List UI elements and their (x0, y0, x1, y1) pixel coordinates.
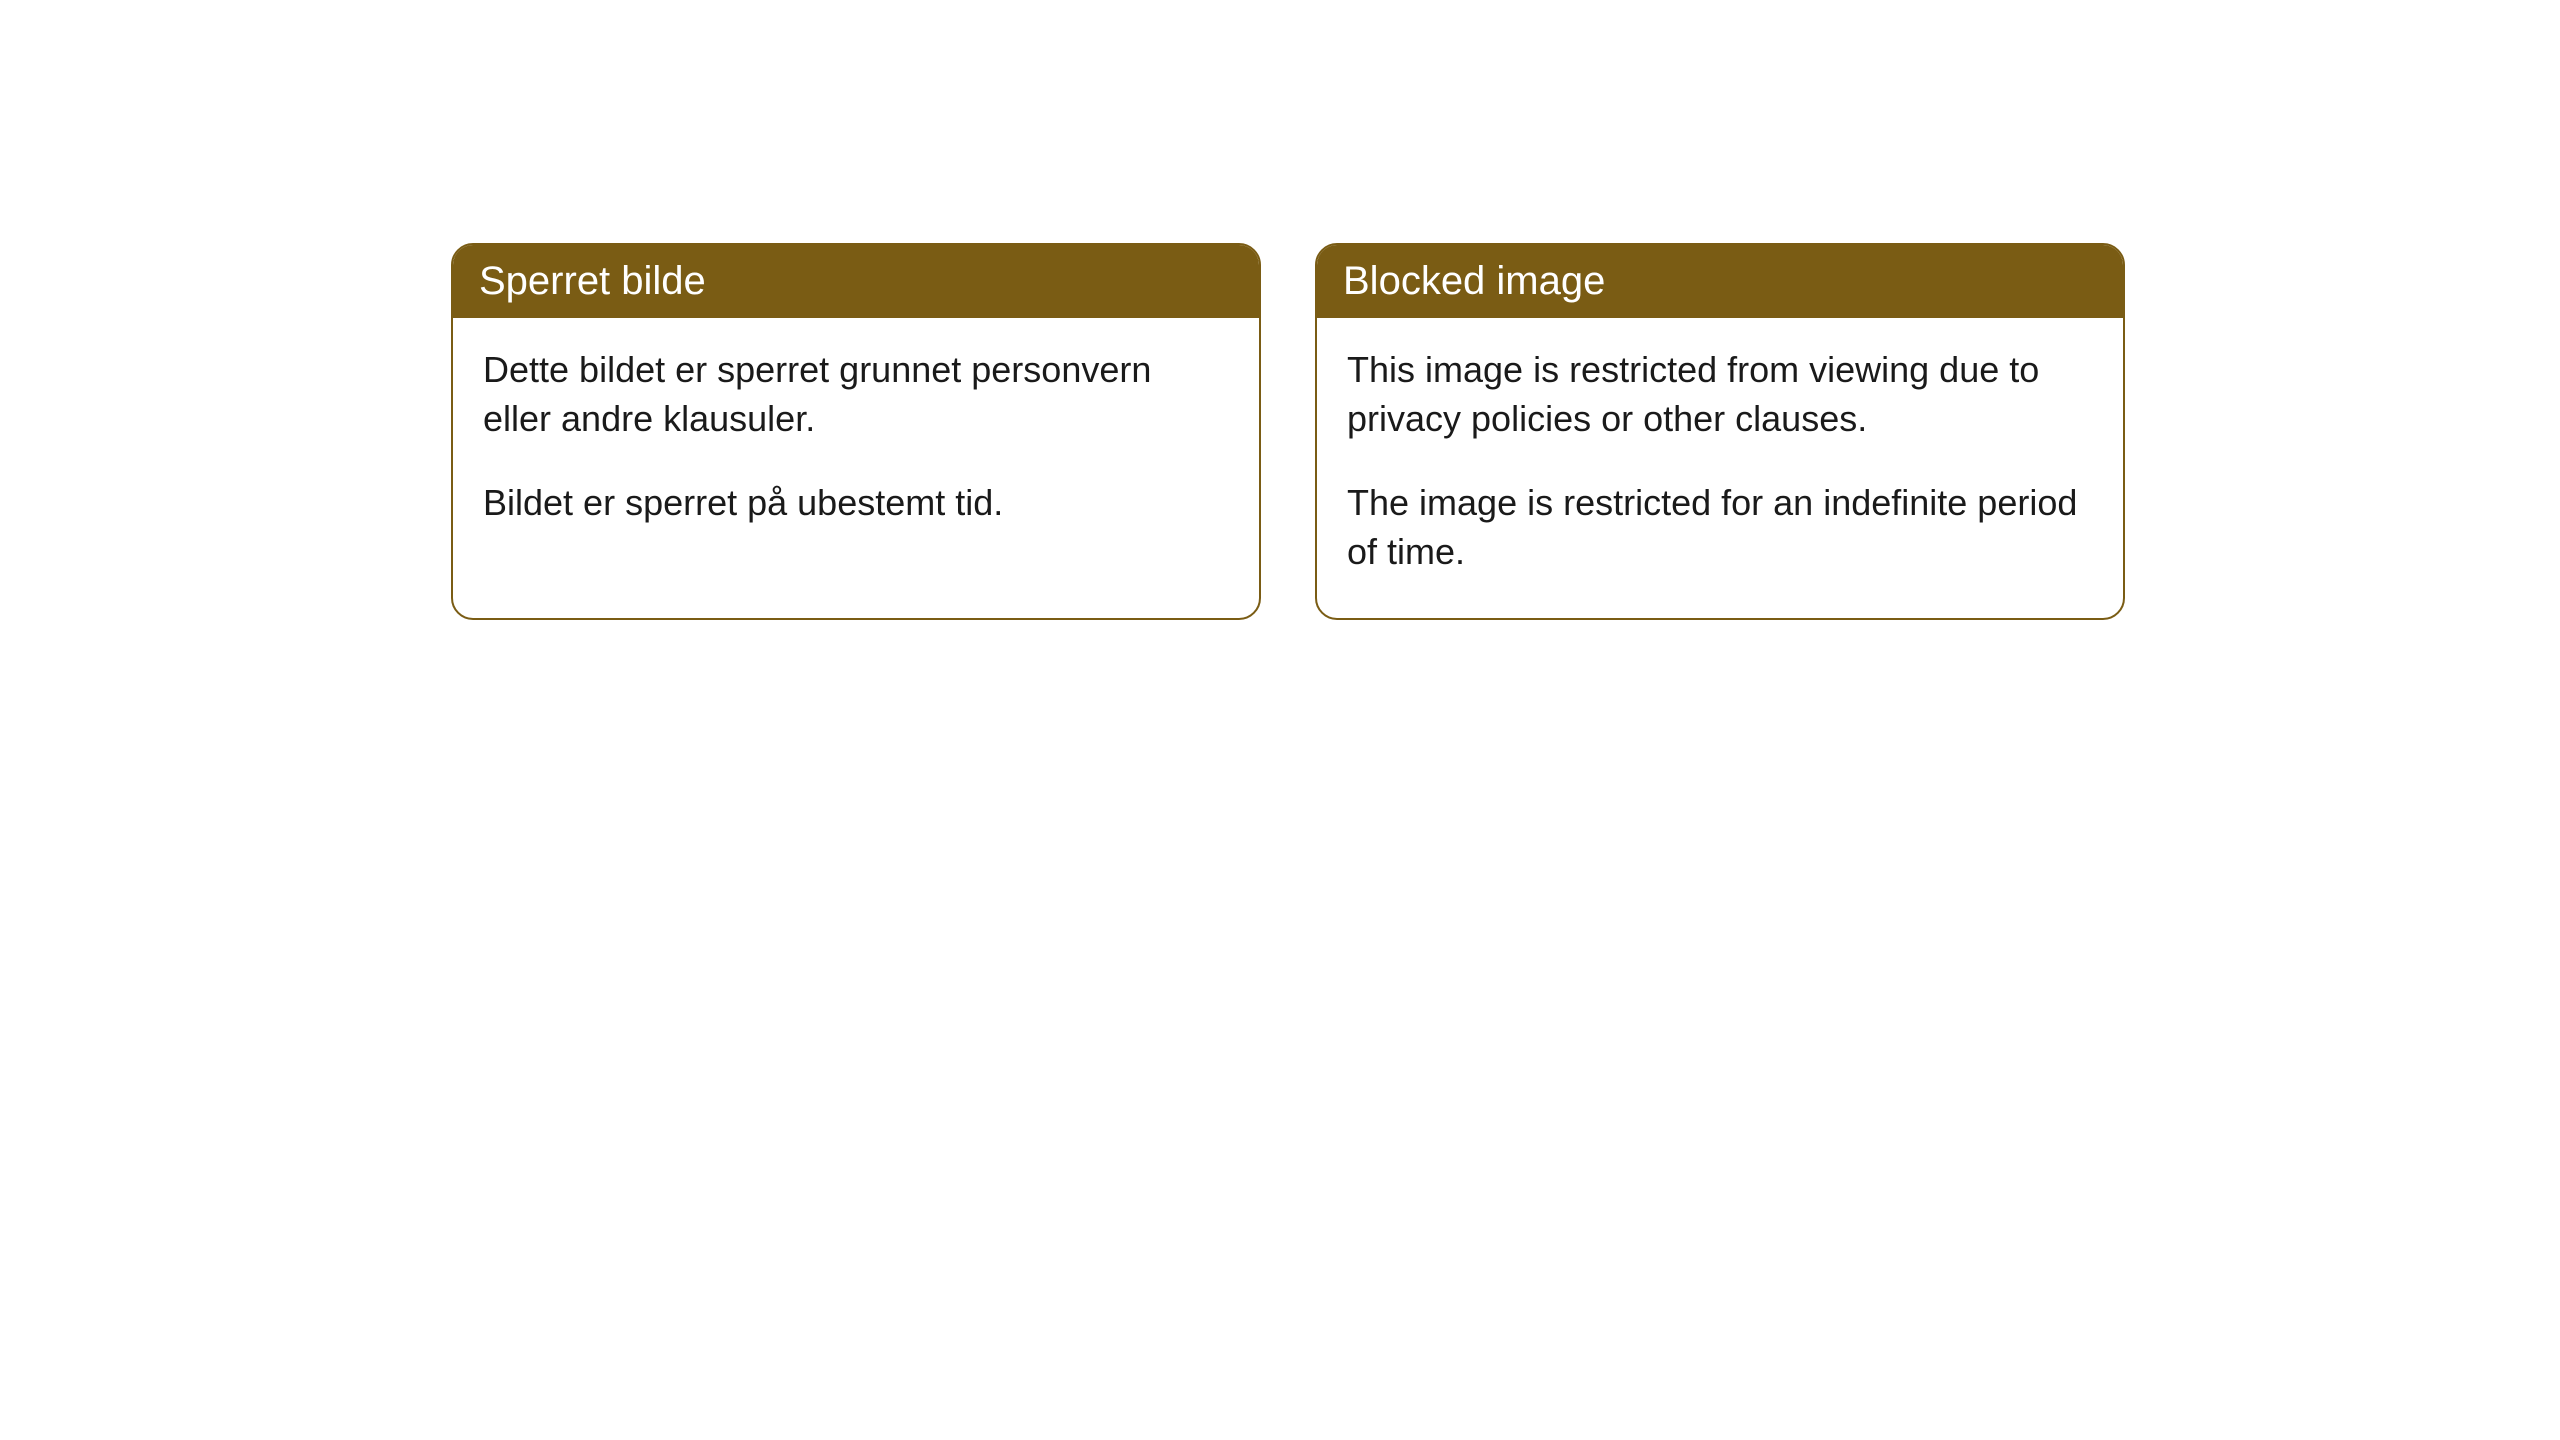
card-header: Sperret bilde (453, 245, 1259, 318)
card-paragraph: Dette bildet er sperret grunnet personve… (483, 346, 1229, 443)
card-body: Dette bildet er sperret grunnet personve… (453, 318, 1259, 570)
card-header: Blocked image (1317, 245, 2123, 318)
card-paragraph: The image is restricted for an indefinit… (1347, 479, 2093, 576)
notice-container: Sperret bilde Dette bildet er sperret gr… (451, 243, 2125, 620)
card-title: Sperret bilde (479, 259, 706, 303)
card-paragraph: Bildet er sperret på ubestemt tid. (483, 479, 1229, 528)
card-body: This image is restricted from viewing du… (1317, 318, 2123, 618)
blocked-image-card-norwegian: Sperret bilde Dette bildet er sperret gr… (451, 243, 1261, 620)
card-title: Blocked image (1343, 259, 1605, 303)
card-paragraph: This image is restricted from viewing du… (1347, 346, 2093, 443)
blocked-image-card-english: Blocked image This image is restricted f… (1315, 243, 2125, 620)
